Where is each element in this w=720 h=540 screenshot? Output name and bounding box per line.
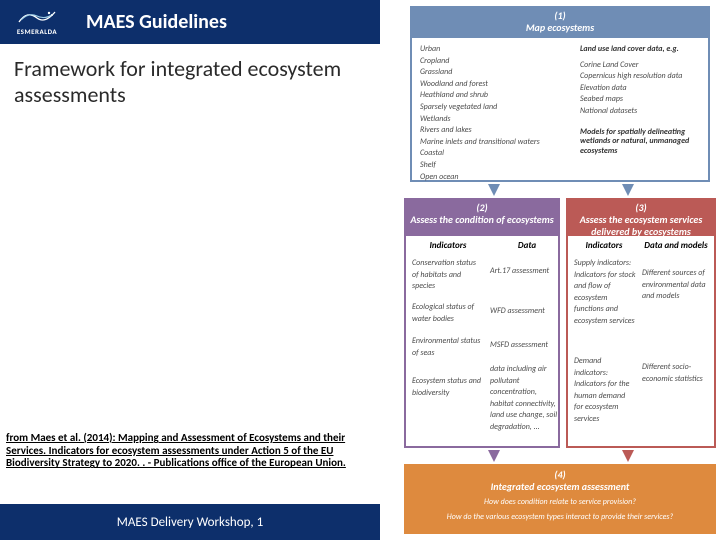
eco-type: Open ocean	[420, 172, 550, 184]
data-source: Different socio-economic statistics	[642, 362, 714, 385]
arrow-down-icon	[622, 450, 634, 462]
eco-type: Rivers and lakes	[420, 125, 550, 137]
arrow-down-icon	[488, 450, 500, 462]
data-source: Different sources of environmental data …	[642, 268, 714, 303]
data-item: Corine Land Cover	[580, 60, 704, 72]
box3-body: Indicators Data and models Supply indica…	[566, 236, 716, 448]
header-title: MAES Guidelines	[86, 10, 227, 34]
indicator: Environmental status of seas	[412, 336, 484, 359]
eco-type: Urban	[420, 44, 550, 56]
data-item: Elevation data	[580, 83, 704, 95]
logo-text: ESMERALDA	[17, 27, 57, 36]
footer-text: MAES Delivery Workshop, 1	[117, 515, 263, 530]
footer-bar: MAES Delivery Workshop, 1	[0, 504, 380, 540]
arrow-down-icon	[488, 184, 500, 196]
box3-header: (3) Assess the ecosystem services delive…	[566, 198, 716, 236]
data-item: Seabed maps	[580, 94, 704, 106]
box3-col1-head: Indicators	[574, 240, 634, 251]
eco-type: Grassland	[420, 67, 550, 79]
slide: ESMERALDA MAES Guidelines Framework for …	[0, 0, 720, 540]
box3-col2-head: Data and models	[640, 240, 712, 251]
box1-header: (1) Map ecosystems	[410, 6, 710, 38]
indicator: Ecological status of water bodies	[412, 302, 484, 325]
citation-text: from Maes et al. (2014): Mapping and Ass…	[6, 432, 366, 470]
box4: (4) Integrated ecosystem assessment How …	[404, 464, 716, 534]
framework-diagram: (1) Map ecosystems Urban Cropland Grassl…	[380, 0, 720, 540]
data-source: MSFD assessment	[490, 340, 558, 352]
box4-q2: How do the various ecosystem types inter…	[412, 512, 708, 523]
data-item: Copernicus high resolution data	[580, 71, 704, 83]
box1-ecosystem-types: Urban Cropland Grassland Woodland and fo…	[420, 44, 550, 183]
eco-type: Marine inlets and transitional waters	[420, 137, 550, 149]
box4-title: Integrated ecosystem assessment	[412, 481, 708, 493]
box2-col2-head: Data	[502, 240, 552, 251]
box1-title: Map ecosystems	[410, 22, 710, 34]
box2-col1-head: Indicators	[412, 240, 484, 251]
eco-type: Coastal	[420, 148, 550, 160]
eco-type: Woodland and forest	[420, 79, 550, 91]
box1-data-head: Land use land cover data, e.g.	[580, 44, 704, 56]
eco-type: Shelf	[420, 160, 550, 172]
box1-body: Urban Cropland Grassland Woodland and fo…	[410, 38, 710, 182]
data-source: Art.17 assessment	[490, 266, 558, 278]
eco-type: Wetlands	[420, 114, 550, 126]
slide-subtitle: Framework for integrated ecosystem asses…	[14, 56, 364, 109]
header-bar: ESMERALDA MAES Guidelines	[0, 0, 380, 44]
box2-header: (2) Assess the condition of ecosystems	[404, 198, 560, 236]
esmeralda-logo: ESMERALDA	[8, 5, 66, 39]
data-source: data including air pollutant concentrati…	[490, 364, 558, 434]
logo-swirl-icon	[17, 8, 57, 26]
indicator: Ecosystem status and biodiversity	[412, 376, 484, 399]
indicator: Demand indicators: Indicators for the hu…	[574, 356, 636, 426]
arrow-down-icon	[622, 184, 634, 196]
indicator: Conservation status of habitats and spec…	[412, 258, 484, 293]
data-item: National datasets	[580, 106, 704, 118]
citation-underline: from Maes et al. (2014): Mapping and Ass…	[6, 431, 346, 469]
box2-title: Assess the condition of ecosystems	[410, 214, 554, 226]
box4-q1: How does condition relate to service pro…	[412, 497, 708, 508]
data-source: WFD assessment	[490, 306, 558, 318]
box1-data: Land use land cover data, e.g. Corine La…	[580, 44, 704, 158]
eco-type: Heathland and shrub	[420, 90, 550, 102]
box2-body: Indicators Data Conservation status of h…	[404, 236, 560, 448]
indicator: Supply indicators: Indicators for stock …	[574, 258, 636, 328]
box3-title: Assess the ecosystem services delivered …	[570, 214, 712, 237]
eco-type: Sparsely vegetated land	[420, 102, 550, 114]
box1-models-head: Models for spatially delineating wetland…	[580, 128, 704, 157]
eco-type: Cropland	[420, 56, 550, 68]
